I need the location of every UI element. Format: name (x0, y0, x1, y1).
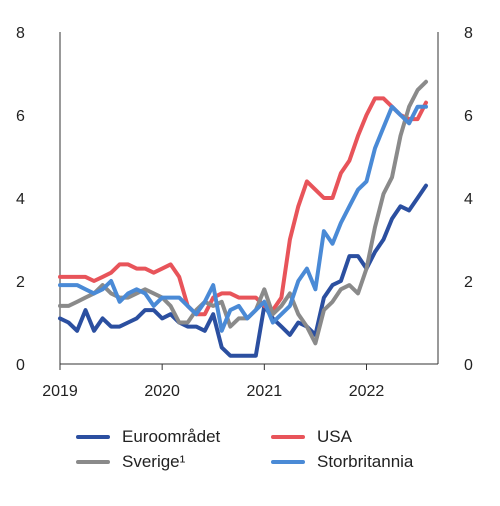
chart-tick-labels: 0 0 2 2 4 4 6 6 8 8 2019 2020 2021 2022 (16, 25, 473, 400)
y-tick-label-left: 2 (16, 274, 25, 291)
y-tick-label-left: 8 (16, 25, 25, 42)
y-tick-label-left: 0 (16, 357, 25, 374)
chart-axes (59, 32, 439, 370)
y-tick-label-right: 8 (464, 25, 473, 42)
x-tick-label: 2019 (42, 383, 78, 400)
x-tick-label: 2022 (349, 383, 385, 400)
series-line-1 (58, 96, 428, 317)
chart-lines (58, 79, 428, 358)
y-tick-label-right: 4 (464, 191, 473, 208)
series-line-3 (58, 104, 428, 333)
x-tick-label: 2020 (144, 383, 180, 400)
series-line-2 (58, 79, 428, 346)
y-tick-label-right: 2 (464, 274, 473, 291)
x-tick-label: 2021 (247, 383, 283, 400)
y-tick-label-left: 6 (16, 108, 25, 125)
y-tick-label-right: 6 (464, 108, 473, 125)
y-tick-label-left: 4 (16, 191, 25, 208)
y-tick-label-right: 0 (464, 357, 473, 374)
